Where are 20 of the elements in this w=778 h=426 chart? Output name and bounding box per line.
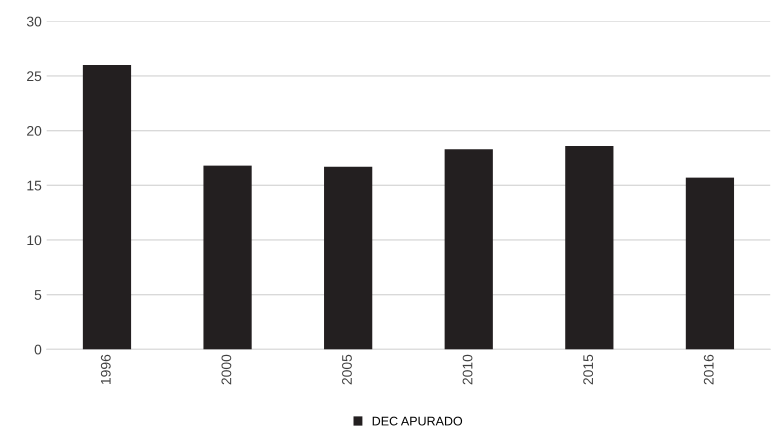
bar (686, 178, 734, 350)
y-tick-label: 10 (27, 235, 42, 246)
x-tick-label: 2000 (221, 354, 232, 384)
bar (324, 166, 372, 350)
x-tick-label: 2005 (342, 354, 352, 384)
y-tick-label: 30 (26, 16, 42, 26)
bar (203, 166, 252, 350)
bar (565, 146, 614, 350)
y-tick-label: 15 (27, 180, 42, 190)
y-tick-label: 5 (34, 290, 42, 300)
y-tick-label: 25 (27, 71, 42, 82)
bar (444, 149, 493, 350)
y-tick-label: 0 (34, 344, 42, 354)
bar (82, 65, 132, 350)
x-tick-label: 2010 (462, 354, 472, 384)
y-tick-label: 20 (27, 126, 42, 136)
x-tick-label: 1996 (100, 354, 111, 384)
legend-label: DEC APURADO (372, 416, 462, 426)
x-tick-label: 2016 (704, 354, 714, 384)
x-tick-label: 2015 (583, 354, 594, 384)
